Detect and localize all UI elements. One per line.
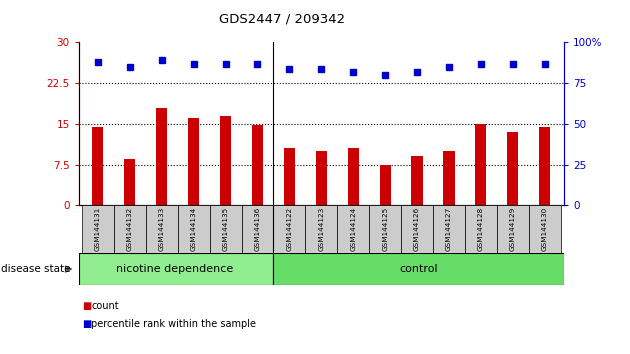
Text: count: count [91, 301, 119, 311]
Bar [507, 132, 518, 205]
Text: GSM144129: GSM144129 [510, 207, 516, 251]
Bar [93, 127, 103, 205]
Text: disease state: disease state [1, 264, 71, 274]
Text: percentile rank within the sample: percentile rank within the sample [91, 319, 256, 329]
FancyBboxPatch shape [529, 205, 561, 253]
FancyBboxPatch shape [178, 205, 210, 253]
FancyBboxPatch shape [146, 205, 178, 253]
Text: GSM144125: GSM144125 [382, 207, 388, 251]
FancyBboxPatch shape [433, 205, 465, 253]
Bar [220, 116, 231, 205]
Text: control: control [399, 264, 438, 274]
Text: ■: ■ [82, 301, 91, 311]
Text: GDS2447 / 209342: GDS2447 / 209342 [219, 12, 345, 25]
Bar [348, 148, 359, 205]
FancyBboxPatch shape [273, 205, 306, 253]
Bar [156, 108, 168, 205]
Text: GSM144124: GSM144124 [350, 207, 356, 251]
FancyBboxPatch shape [82, 205, 114, 253]
Text: GSM144122: GSM144122 [287, 207, 292, 251]
Bar [284, 148, 295, 205]
Bar [124, 159, 135, 205]
FancyBboxPatch shape [465, 205, 497, 253]
Bar [252, 125, 263, 205]
FancyBboxPatch shape [497, 205, 529, 253]
FancyBboxPatch shape [401, 205, 433, 253]
Text: GSM144136: GSM144136 [255, 207, 260, 251]
Bar [379, 165, 391, 205]
FancyBboxPatch shape [79, 253, 273, 285]
Text: ■: ■ [82, 319, 91, 329]
FancyBboxPatch shape [337, 205, 369, 253]
Bar [188, 119, 199, 205]
FancyBboxPatch shape [273, 253, 564, 285]
Text: GSM144131: GSM144131 [95, 207, 101, 251]
Text: GSM144128: GSM144128 [478, 207, 484, 251]
FancyBboxPatch shape [114, 205, 146, 253]
Text: GSM144133: GSM144133 [159, 207, 164, 251]
Bar [411, 156, 423, 205]
FancyBboxPatch shape [306, 205, 337, 253]
Text: GSM144123: GSM144123 [318, 207, 324, 251]
FancyBboxPatch shape [210, 205, 241, 253]
Bar [444, 151, 454, 205]
FancyBboxPatch shape [369, 205, 401, 253]
Text: GSM144135: GSM144135 [222, 207, 229, 251]
Text: GSM144127: GSM144127 [446, 207, 452, 251]
Text: GSM144130: GSM144130 [542, 207, 547, 251]
Text: GSM144126: GSM144126 [414, 207, 420, 251]
Text: GSM144132: GSM144132 [127, 207, 133, 251]
Bar [475, 124, 486, 205]
Text: nicotine dependence: nicotine dependence [116, 264, 233, 274]
FancyBboxPatch shape [241, 205, 273, 253]
Bar [316, 151, 327, 205]
Text: GSM144134: GSM144134 [191, 207, 197, 251]
Bar [539, 127, 550, 205]
